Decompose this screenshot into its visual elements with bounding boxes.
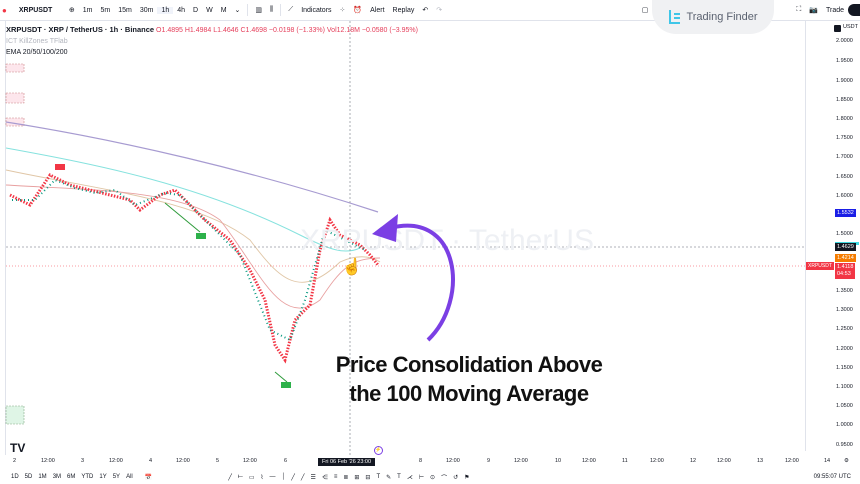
pattern-icon[interactable]: ⋌ [406,474,413,481]
indicator-killzones[interactable]: ICT KillZones TFlab [6,38,68,45]
range-all[interactable]: All [126,474,133,480]
alert-button[interactable]: Alert [370,6,385,14]
indicators-button[interactable]: Indicators [301,6,332,14]
templates-icon[interactable]: ⁘ [339,7,346,14]
range-1y[interactable]: 1Y [99,474,107,480]
fib-extension-icon[interactable]: ≣ [343,474,349,481]
anchored-text-icon[interactable]: T [397,474,401,480]
pitchfork-icon[interactable]: ⋲ [321,474,328,481]
tradingview-logo[interactable]: TV [10,441,26,455]
circle-icon[interactable]: ⊙ [430,474,436,481]
range-3m[interactable]: 3M [52,474,62,480]
chevron-down-icon[interactable]: ⌄ [234,7,241,14]
flag-icon[interactable]: ⚑ [464,474,470,481]
brush-icon[interactable]: ✎ [386,474,392,481]
interval-4h[interactable]: 4h [177,6,186,14]
range-1d[interactable]: 1D [11,474,19,480]
divider [247,4,249,16]
bar-style-icon[interactable]: ▥ [255,7,263,14]
fullscreen-icon[interactable]: ⛶ [796,6,802,13]
undo-icon[interactable]: ↶ [422,7,429,14]
vertical-line-icon[interactable]: │ [281,474,286,480]
path-icon[interactable]: ⌇ [260,474,264,481]
range-1m[interactable]: 1M [38,474,47,480]
ray-icon[interactable]: ╱ [291,474,295,481]
goto-date-icon[interactable]: 📅 [144,474,153,481]
legend-title[interactable]: XRPUSDT · XRP / TetherUS · 1h · Binance [6,25,155,34]
interval-15m[interactable]: 15m [118,6,132,14]
ema200-price-label: 1.5532 [835,209,856,217]
layout-icon[interactable]: ▢ [641,7,649,14]
range-ytd[interactable]: YTD [81,474,94,480]
interval-1h[interactable]: 1h [157,6,174,14]
rectangle-icon[interactable]: ▭ [248,474,255,481]
divider [280,4,282,16]
candle-style-icon[interactable]: ⫼ [270,6,274,13]
gann-square-icon[interactable]: ⊟ [365,474,371,481]
chart-legend: XRPUSDT · XRP / TetherUS · 1h · Binance … [6,24,418,58]
publish-button[interactable] [848,4,860,16]
range-measure-icon[interactable]: ⊢ [418,474,425,481]
interval-30m[interactable]: 30m [139,6,154,14]
interval-m[interactable]: M [220,6,227,14]
clock-utc[interactable]: 09:55:07 UTC [813,474,851,480]
currency-select[interactable]: USDT [843,24,858,30]
range-5y[interactable]: 5Y [112,474,121,480]
compare-icon[interactable]: ⊕ [68,7,75,14]
arc-icon[interactable]: ⌒ [441,475,448,482]
interval-5m[interactable]: 5m [100,6,111,14]
range-6m[interactable]: 6M [67,474,76,480]
fib-retracement-icon[interactable]: ≡ [333,474,338,480]
buy-label-icon [281,382,291,388]
symbol-price-tag: XRPUSDT [806,262,834,270]
camera-icon[interactable]: 📷 [809,7,818,14]
trading-finder-logo-icon [669,10,681,24]
indicator-ema[interactable]: EMA 20/50/100/200 [6,49,68,56]
interval-1m[interactable]: 1m [82,6,93,14]
gann-box-icon[interactable]: ⊞ [354,474,360,481]
redo-icon[interactable]: ↷ [436,7,443,14]
parallel-channel-icon[interactable]: ☰ [310,474,316,481]
top-toolbar: ● XRPUSDT ⊕ 1m 5m 15m 30m 1h 4h D W M ⌄ … [0,0,860,21]
sell-label-icon [55,164,65,170]
crosshair-time-label: Fri 06 Feb '26 23:00 [318,458,376,466]
price-scale[interactable]: USDT 2.0000 1.9500 1.9000 1.8500 1.8000 … [805,21,860,451]
buy-label-icon [196,233,206,239]
brand-name: Trading Finder [686,11,758,23]
legend-ohlc: O1.4895 H1.4984 L1.4646 C1.4698 −0.0198 … [156,27,418,34]
text-icon[interactable]: T [376,474,381,480]
symbol-icon: ● [2,5,7,15]
annotation-text: Price Consolidation Above the 100 Moving… [335,352,603,406]
crosshair-price-label: 1.4629 [835,243,856,251]
trade-button[interactable]: Trade [825,6,844,14]
extended-line-icon[interactable]: ╱ [300,474,305,481]
horizontal-ray-icon[interactable]: ⟝ [237,473,243,480]
scale-settings-icon[interactable] [834,25,841,32]
interval-d[interactable]: D [193,6,199,14]
lightning-icon[interactable]: ⚡ [374,446,383,455]
replay-button[interactable]: Replay [392,6,415,14]
brand-logo: Trading Finder [652,0,774,34]
alert-icon[interactable]: ⏰ [353,7,363,14]
horizontal-line-icon[interactable]: — [269,474,276,480]
ema50-price-label: 1.4214 [835,254,856,262]
bottom-toolbar: 1D 5D 1M 3M 6M YTD 1Y 5Y All 📅 ╱ ⟝ ▭ ⌇ —… [0,470,860,484]
range-5d[interactable]: 5D [24,474,33,480]
curved-arrow-icon [389,223,455,342]
indicators-icon[interactable]: ⟋ [288,6,294,13]
trend-line-icon[interactable]: ╱ [228,474,232,481]
interval-w[interactable]: W [206,6,213,14]
hand-cursor-icon: ☝ [342,257,362,276]
symbol-search[interactable]: XRPUSDT [18,6,53,14]
curve-icon[interactable]: ↺ [453,474,459,481]
price-chart[interactable]: XRPUSDT · TetherUS ☝ [0,21,805,455]
time-scale[interactable]: 2 12:00 3 12:00 4 12:00 5 12:00 6 8 12:0… [13,458,849,464]
last-price-label: 1.4118 04:53 [835,263,856,279]
time-settings-icon[interactable]: ⚙ [844,458,849,464]
